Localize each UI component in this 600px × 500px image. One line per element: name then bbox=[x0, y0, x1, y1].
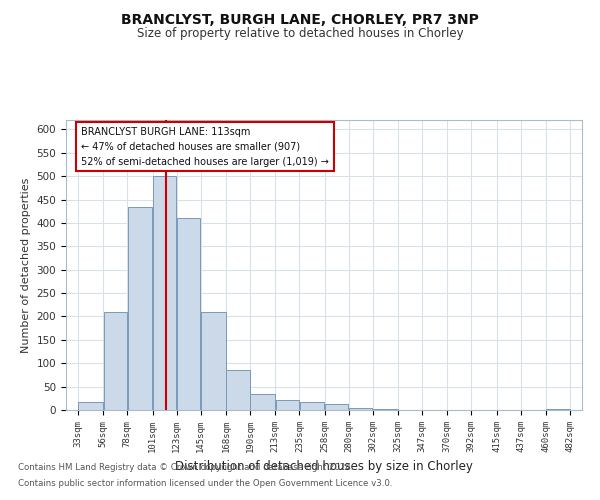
Bar bbox=[349, 408, 373, 410]
Bar bbox=[250, 394, 275, 410]
Bar bbox=[104, 312, 127, 410]
Y-axis label: Number of detached properties: Number of detached properties bbox=[21, 178, 31, 352]
Text: Contains HM Land Registry data © Crown copyright and database right 2024.: Contains HM Land Registry data © Crown c… bbox=[18, 464, 353, 472]
Bar bbox=[546, 409, 569, 410]
Bar bbox=[325, 404, 348, 410]
Text: BRANCLYST BURGH LANE: 113sqm
← 47% of detached houses are smaller (907)
52% of s: BRANCLYST BURGH LANE: 113sqm ← 47% of de… bbox=[82, 127, 329, 166]
Text: BRANCLYST, BURGH LANE, CHORLEY, PR7 3NP: BRANCLYST, BURGH LANE, CHORLEY, PR7 3NP bbox=[121, 12, 479, 26]
X-axis label: Distribution of detached houses by size in Chorley: Distribution of detached houses by size … bbox=[175, 460, 473, 473]
Bar bbox=[201, 312, 226, 410]
Text: Contains public sector information licensed under the Open Government Licence v3: Contains public sector information licen… bbox=[18, 478, 392, 488]
Bar bbox=[373, 409, 398, 410]
Bar bbox=[300, 402, 324, 410]
Bar bbox=[226, 370, 250, 410]
Bar bbox=[275, 400, 299, 410]
Bar bbox=[128, 206, 152, 410]
Bar bbox=[153, 176, 176, 410]
Bar bbox=[79, 402, 103, 410]
Text: Size of property relative to detached houses in Chorley: Size of property relative to detached ho… bbox=[137, 28, 463, 40]
Bar bbox=[177, 218, 200, 410]
